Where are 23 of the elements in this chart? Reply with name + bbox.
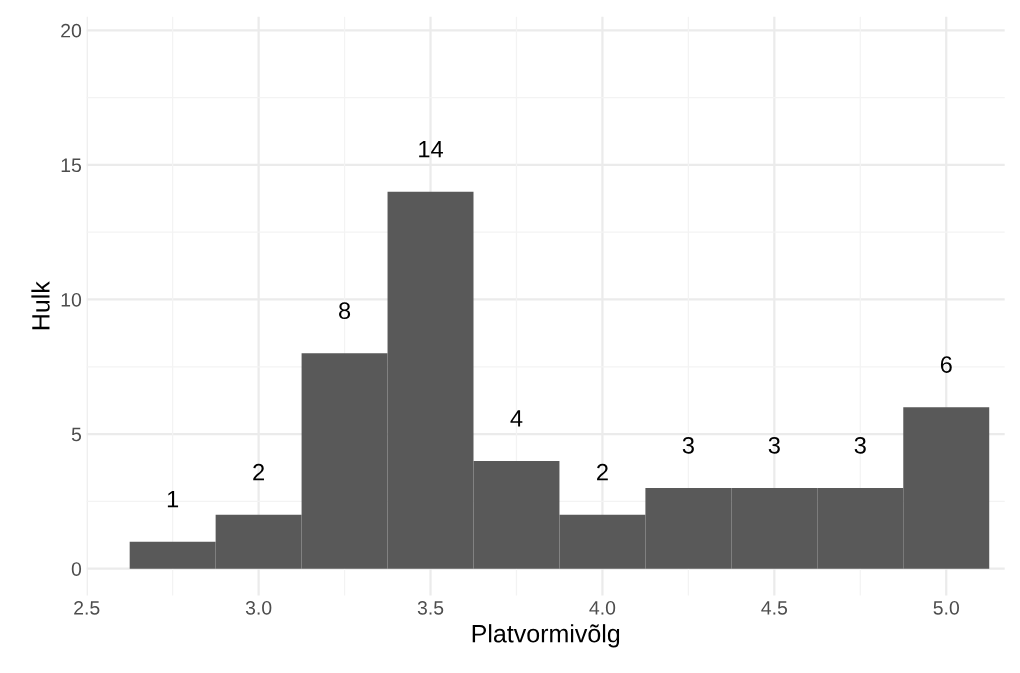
data-label: 3 xyxy=(854,436,866,454)
y-tick-label: 10 xyxy=(61,292,82,307)
x-tick-label: 5.0 xyxy=(933,600,960,615)
y-tick-label: 5 xyxy=(71,427,82,442)
y-axis-title: Hulk xyxy=(31,281,50,330)
data-label: 14 xyxy=(419,141,443,158)
data-label: 6 xyxy=(940,356,952,373)
data-label: 3 xyxy=(768,436,780,454)
data-label: 1 xyxy=(167,491,179,508)
data-label: 3 xyxy=(682,436,694,454)
x-tick-label: 4.0 xyxy=(589,600,616,615)
data-label: 2 xyxy=(597,463,608,481)
x-tick-label: 2.5 xyxy=(74,600,100,615)
x-tick-label: 4.5 xyxy=(761,601,788,615)
data-label: 2 xyxy=(253,463,264,481)
data-label: 4 xyxy=(510,410,523,427)
x-tick-label: 3.0 xyxy=(245,600,272,615)
x-tick-label: 3.5 xyxy=(417,600,444,615)
y-tick-label: 0 xyxy=(71,562,82,576)
y-tick-label: 15 xyxy=(61,158,82,173)
data-label: 8 xyxy=(339,302,351,320)
y-tick-label: 20 xyxy=(61,23,82,38)
x-axis-title: Platvormivõlg xyxy=(472,624,620,648)
